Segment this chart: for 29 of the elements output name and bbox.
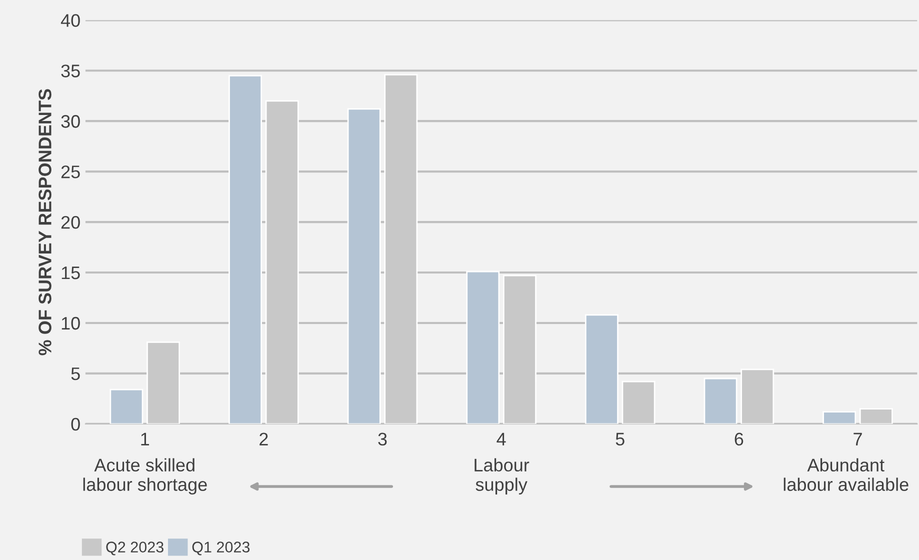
x-tick-label: 5 <box>616 432 624 446</box>
y-axis-title: % OF SURVEY RESPONDENTS <box>38 89 52 356</box>
x-tick-label: 3 <box>378 432 387 446</box>
x-tick-label: 7 <box>854 432 862 446</box>
bar <box>466 270 500 424</box>
y-tick-label: 10 <box>62 316 80 330</box>
bar <box>228 74 262 424</box>
y-tick-label: 5 <box>71 368 80 380</box>
bar <box>822 411 856 424</box>
y-tick-label: 30 <box>61 115 80 128</box>
text: Abundant labour available <box>784 458 908 491</box>
x-tick-label: 2 <box>260 432 268 446</box>
bar <box>704 378 738 424</box>
y-tick-label: 15 <box>62 266 80 280</box>
y-tick-label: 40 <box>60 14 80 27</box>
y-tick-label: 0 <box>71 418 80 431</box>
x-tick-label: 6 <box>734 432 744 446</box>
y-tick-label: 20 <box>61 216 80 229</box>
legend-label: Q2 2023 <box>106 542 164 556</box>
y-tick-label: 25 <box>61 166 80 178</box>
text: Acute skilled labour shortage <box>83 458 207 495</box>
y-tick-label: 35 <box>61 64 80 78</box>
text: Labour supply <box>474 458 530 495</box>
x-tick-label: 4 <box>496 432 506 446</box>
bar <box>584 314 618 424</box>
x-tick-label: 1 <box>141 432 150 446</box>
bar <box>110 388 144 424</box>
bar <box>347 108 381 424</box>
legend-label: Q1 2023 <box>192 542 250 556</box>
